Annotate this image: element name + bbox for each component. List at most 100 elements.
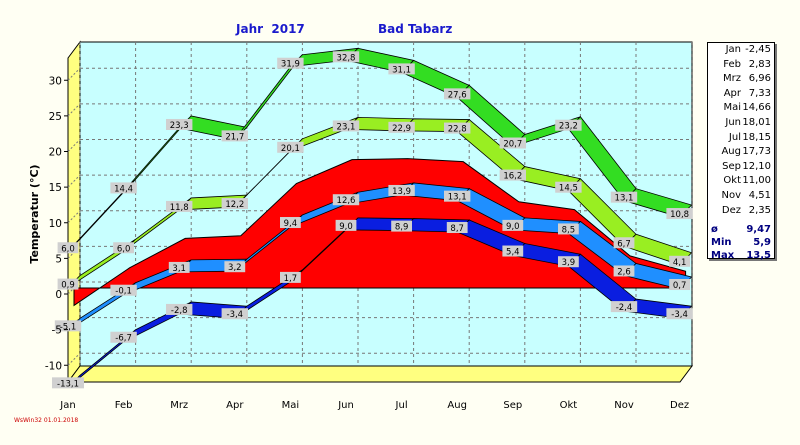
min-label-bg bbox=[221, 308, 248, 320]
y-tick-label: 10 bbox=[49, 218, 62, 230]
max-label-text: 14,4 bbox=[114, 184, 133, 194]
max-label: 31,9 bbox=[277, 57, 304, 70]
axes: -10 -5 0 5 10 15 20 25 30 Jan Feb Mrz Apr Mai Jun Jul Au… bbox=[45, 75, 689, 411]
y-tick-label: 25 bbox=[49, 111, 62, 123]
monthly-mean-legend: Jan -2,45 Feb 2,83 Mrz 6,96 Apr 7,33 Mai 14,66 Jun… bbox=[707, 42, 775, 262]
min-label-bg bbox=[110, 331, 137, 343]
min-label: 9,0 bbox=[335, 219, 357, 232]
max-label: 10,8 bbox=[666, 208, 693, 220]
avg-label-text: 0,7 bbox=[673, 281, 687, 291]
avg-max-label-bg bbox=[613, 237, 635, 249]
avg-max-label-text: 4,1 bbox=[673, 258, 687, 268]
y-axis-label: Temperatur (°C) bbox=[28, 164, 41, 263]
legend-row: Dez 2,35 bbox=[708, 204, 774, 219]
y-tick-label: 30 bbox=[49, 75, 62, 87]
avg-label-text: 3,2 bbox=[228, 263, 242, 273]
max-label-text: 27,6 bbox=[448, 90, 467, 100]
min-label-bg bbox=[610, 301, 638, 313]
x-tick-label: Dez bbox=[670, 400, 689, 411]
max-label-text: 31,9 bbox=[281, 60, 300, 70]
avg-max-label-text: 6,0 bbox=[117, 244, 131, 254]
min-label-text: -13,1 bbox=[57, 379, 79, 389]
avg-label-text: 8,5 bbox=[562, 225, 576, 235]
avg-max-label: 22,9 bbox=[388, 121, 415, 134]
avg-label-bg bbox=[280, 217, 301, 229]
avg-max-label-text: 16,2 bbox=[503, 172, 522, 182]
x-tick-label: Aug bbox=[447, 400, 467, 411]
x-tick-label: Okt bbox=[560, 400, 578, 411]
max-label-bg bbox=[388, 63, 415, 75]
min-label-bg bbox=[335, 219, 357, 231]
legend-stat-label: Max bbox=[711, 250, 735, 262]
legend-value: 18,15 bbox=[742, 131, 771, 143]
y-tick-label: 20 bbox=[49, 147, 62, 159]
avg-max-label-bg bbox=[555, 181, 582, 193]
max-label-bg bbox=[277, 57, 304, 69]
min-label-text: -3,4 bbox=[671, 310, 688, 320]
max-label: 21,7 bbox=[221, 130, 248, 142]
legend-value: 7,33 bbox=[748, 87, 771, 99]
avg-max-label-bg bbox=[113, 242, 134, 254]
max-label-bg bbox=[610, 191, 638, 203]
max-label-text: 13,1 bbox=[615, 194, 634, 204]
avg-max-label: 12,2 bbox=[221, 198, 248, 210]
avg-max-label-bg bbox=[277, 141, 304, 153]
max-label-bg bbox=[332, 51, 360, 63]
min-label-text: -2,4 bbox=[616, 303, 633, 313]
x-tick-label: Jun bbox=[337, 400, 354, 411]
legend-value: 2,83 bbox=[748, 58, 771, 70]
avg-label-bg bbox=[110, 284, 137, 296]
max-label-bg bbox=[57, 242, 79, 254]
legend-month: Aug bbox=[721, 146, 741, 158]
legend-row: Mai 14,66 bbox=[708, 101, 774, 116]
max-label: 13,1 bbox=[610, 191, 638, 204]
avg-max-label: 6,0 bbox=[113, 242, 134, 254]
avg-label-bg bbox=[444, 190, 471, 202]
min-label-text: 9,0 bbox=[339, 222, 353, 232]
avg-max-label: 4,1 bbox=[669, 255, 690, 268]
avg-max-label-text: 20,1 bbox=[281, 144, 300, 154]
legend-value: 12,10 bbox=[742, 160, 771, 172]
min-label: 5,4 bbox=[502, 245, 524, 258]
legend-stat-value: 5,9 bbox=[753, 237, 771, 249]
min-label: 1,7 bbox=[280, 271, 301, 284]
footer-credit: WsWin32 01.01.2018 bbox=[14, 417, 78, 424]
gridline-wall bbox=[67, 210, 81, 224]
max-label: 27,6 bbox=[444, 88, 471, 100]
min-label: 3,9 bbox=[558, 256, 579, 268]
avg-max-label-bg bbox=[444, 122, 471, 134]
avg-max-label-text: 0,9 bbox=[61, 281, 75, 291]
max-label: 31,1 bbox=[388, 63, 415, 75]
min-label-bg bbox=[502, 245, 524, 257]
legend-month: Jun bbox=[725, 116, 741, 128]
legend-month: Apr bbox=[723, 87, 741, 99]
max-label-text: 6,0 bbox=[61, 244, 75, 254]
min-label-text: 5,4 bbox=[506, 248, 520, 258]
min-label-bg bbox=[166, 303, 193, 315]
legend-month: Dez bbox=[721, 204, 741, 216]
min-label: -3,4 bbox=[666, 308, 693, 320]
min-label: -3,4 bbox=[221, 308, 248, 320]
min-label-text: -3,4 bbox=[227, 310, 244, 320]
max-label-text: 20,7 bbox=[503, 140, 522, 150]
legend-stat-row: Max 13,5 bbox=[708, 249, 774, 262]
x-tick-label: Jul bbox=[395, 400, 408, 411]
y-tick-label: 15 bbox=[49, 182, 62, 194]
gridline-wall bbox=[67, 139, 81, 152]
avg-label: 8,5 bbox=[558, 223, 579, 235]
avg-label: 12,6 bbox=[332, 194, 360, 206]
avg-max-label: 20,1 bbox=[277, 141, 304, 154]
min-label-text: -2,8 bbox=[171, 306, 188, 316]
avg-label-bg bbox=[613, 265, 635, 277]
legend-value: 11,00 bbox=[742, 175, 771, 187]
y-tick-label: -10 bbox=[45, 360, 62, 372]
x-tick-label: Mrz bbox=[170, 400, 188, 411]
max-label-text: 31,1 bbox=[392, 65, 411, 75]
avg-max-label-bg bbox=[221, 198, 248, 210]
avg-label-text: 13,9 bbox=[392, 187, 411, 197]
max-label-bg bbox=[666, 208, 693, 220]
avg-label-text: 2,6 bbox=[617, 267, 631, 277]
legend-month: Mai bbox=[723, 102, 741, 114]
min-label-bg bbox=[558, 256, 579, 268]
